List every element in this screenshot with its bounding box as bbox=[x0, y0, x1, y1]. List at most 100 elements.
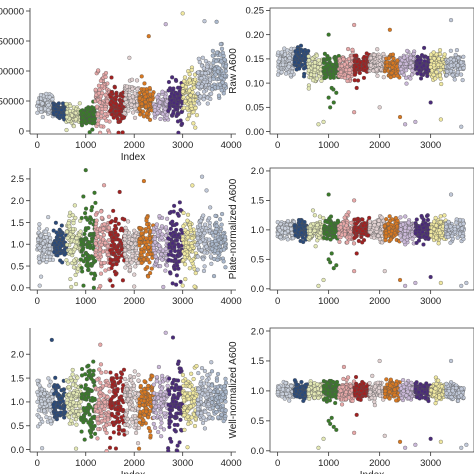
data-point bbox=[80, 247, 86, 252]
data-point bbox=[198, 239, 203, 244]
outlier-point bbox=[329, 251, 334, 256]
data-point bbox=[339, 63, 344, 69]
data-point bbox=[189, 244, 195, 249]
data-point bbox=[411, 51, 416, 56]
outlier-point bbox=[397, 277, 403, 283]
data-point bbox=[210, 53, 215, 58]
data-point bbox=[174, 282, 179, 287]
data-point bbox=[315, 65, 321, 70]
data-point bbox=[40, 241, 46, 246]
data-point bbox=[444, 73, 449, 78]
y-tick-label: 1.0 bbox=[251, 225, 264, 236]
outlier-point bbox=[37, 283, 42, 288]
data-point bbox=[446, 234, 451, 240]
data-point bbox=[189, 258, 194, 263]
data-point bbox=[37, 226, 42, 231]
data-point bbox=[195, 91, 200, 96]
data-point bbox=[195, 236, 200, 241]
data-point bbox=[123, 92, 128, 97]
data-point bbox=[193, 271, 198, 276]
data-point bbox=[52, 240, 57, 246]
data-point bbox=[337, 239, 342, 244]
outlier-point bbox=[438, 280, 443, 286]
data-point bbox=[139, 250, 144, 255]
data-point bbox=[132, 115, 138, 120]
x-tick-label: 3000 bbox=[420, 296, 441, 307]
data-point bbox=[82, 231, 87, 237]
data-point bbox=[403, 214, 408, 219]
data-point bbox=[279, 70, 284, 75]
data-point bbox=[196, 70, 201, 75]
data-point bbox=[181, 210, 186, 215]
data-point bbox=[62, 252, 67, 257]
x-tick-label: 4000 bbox=[221, 140, 242, 151]
y-tick-label: 2.0 bbox=[251, 166, 264, 177]
data-point bbox=[204, 244, 209, 249]
data-point bbox=[124, 84, 130, 89]
points-group bbox=[275, 192, 469, 288]
data-point bbox=[208, 205, 213, 210]
data-point bbox=[140, 109, 145, 114]
data-point bbox=[394, 64, 399, 69]
data-point bbox=[88, 220, 93, 225]
y-tick-label: 1.0 bbox=[11, 240, 24, 251]
data-point bbox=[101, 237, 106, 242]
data-point bbox=[100, 83, 105, 89]
data-point bbox=[158, 229, 163, 234]
data-point bbox=[111, 208, 116, 213]
data-point bbox=[306, 86, 311, 91]
data-point bbox=[212, 66, 217, 72]
data-point bbox=[192, 284, 197, 289]
data-point bbox=[74, 239, 79, 245]
data-point bbox=[315, 223, 320, 228]
data-point bbox=[181, 95, 186, 100]
y-tick-label: 1.5 bbox=[11, 218, 24, 229]
y-axis-title: Raw A600 bbox=[228, 48, 239, 94]
outlier-point bbox=[161, 284, 166, 290]
data-point bbox=[177, 200, 182, 205]
data-point bbox=[371, 235, 377, 240]
data-point bbox=[285, 48, 290, 53]
data-point bbox=[421, 63, 426, 68]
data-point bbox=[176, 85, 181, 90]
outlier-point bbox=[352, 198, 357, 203]
outlier-point bbox=[382, 269, 387, 274]
x-tick-label: 0 bbox=[275, 296, 280, 307]
outlier-point bbox=[397, 114, 403, 120]
data-point bbox=[64, 242, 70, 247]
data-point bbox=[208, 96, 213, 102]
data-point bbox=[446, 219, 451, 224]
data-point bbox=[425, 217, 431, 223]
data-point bbox=[139, 231, 144, 236]
data-point bbox=[381, 75, 386, 80]
data-point bbox=[98, 252, 103, 257]
outlier-point bbox=[354, 251, 359, 256]
data-point bbox=[383, 238, 388, 243]
data-point bbox=[216, 237, 221, 243]
data-point bbox=[360, 228, 365, 234]
data-point bbox=[208, 77, 213, 82]
data-point bbox=[193, 105, 198, 111]
data-point bbox=[108, 232, 113, 237]
data-point bbox=[383, 231, 389, 236]
data-point bbox=[154, 222, 159, 227]
data-point bbox=[448, 48, 453, 53]
data-point bbox=[450, 233, 455, 239]
data-point bbox=[119, 116, 125, 121]
data-point bbox=[345, 78, 350, 84]
data-point bbox=[352, 72, 357, 77]
data-point bbox=[354, 53, 359, 58]
data-point bbox=[129, 241, 134, 246]
data-point bbox=[123, 230, 128, 235]
data-point bbox=[124, 100, 129, 105]
data-point bbox=[328, 75, 333, 80]
data-point bbox=[221, 91, 226, 96]
data-point bbox=[158, 116, 163, 122]
data-point bbox=[296, 227, 301, 232]
data-point bbox=[185, 230, 190, 235]
data-point bbox=[276, 72, 281, 77]
x-axis-title: Index bbox=[121, 152, 145, 163]
data-point bbox=[348, 61, 353, 67]
data-point bbox=[89, 271, 94, 276]
data-point bbox=[93, 241, 98, 246]
